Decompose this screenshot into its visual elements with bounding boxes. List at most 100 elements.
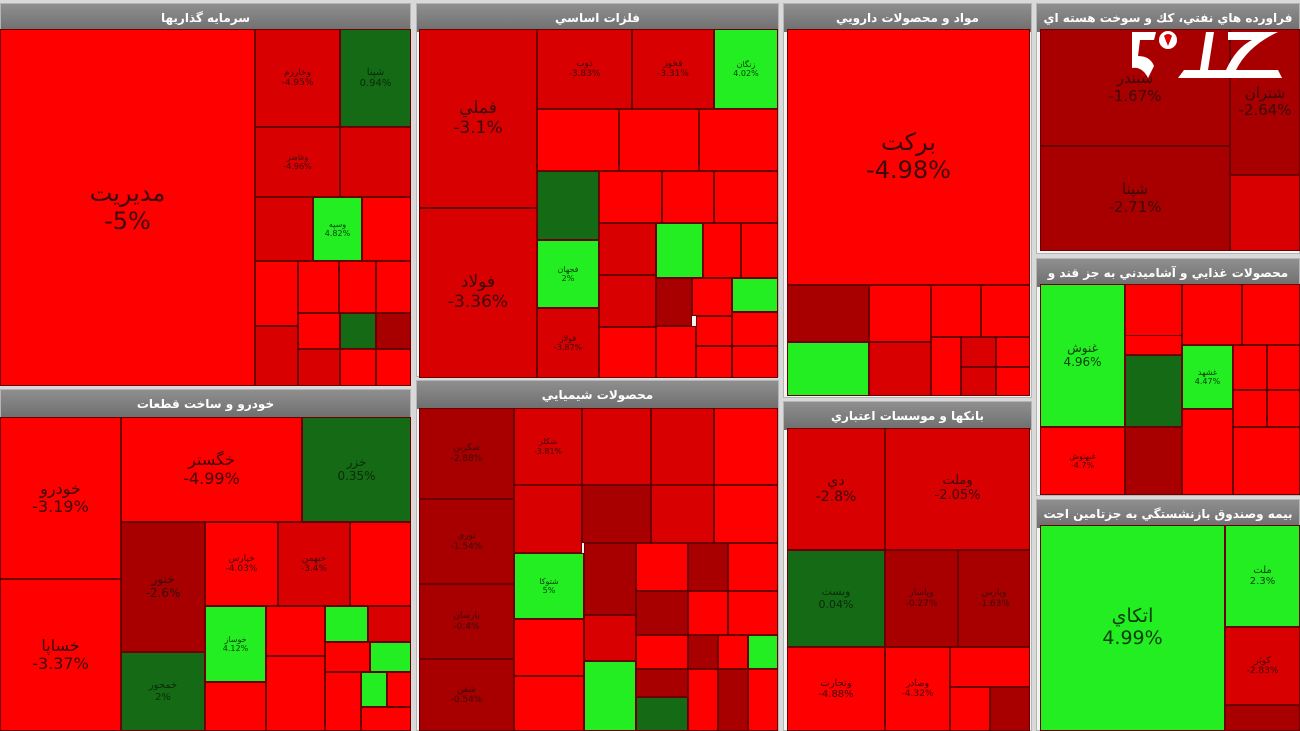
cell-percent-change: -2.83% xyxy=(1246,666,1279,676)
cell-symbol: وخارزم xyxy=(284,67,311,78)
sector-title: خودرو و ساخت قطعات xyxy=(1,390,410,418)
treemap-cell[interactable]: خساپا -3.37% xyxy=(0,579,121,731)
cell-percent-change: 5% xyxy=(542,586,556,595)
treemap-cell[interactable]: خپارس -4.03% xyxy=(205,522,278,606)
treemap-cell[interactable]: وبست 0.04% xyxy=(787,550,885,647)
treemap-cell-unlabeled xyxy=(714,408,778,485)
treemap-cell-unlabeled xyxy=(636,697,688,731)
cell-percent-change: -1.54% xyxy=(450,541,483,552)
treemap-cell-unlabeled xyxy=(376,349,411,386)
treemap-cell-unlabeled xyxy=(255,261,298,326)
treemap-cell-unlabeled xyxy=(599,327,656,378)
treemap-cell-unlabeled xyxy=(636,543,688,591)
treemap-cell-unlabeled xyxy=(688,543,728,591)
treemap-cell[interactable]: فجهان 2% xyxy=(537,240,599,308)
treemap-cell-unlabeled xyxy=(1233,345,1267,390)
treemap-cell[interactable]: وسپه 4.82% xyxy=(313,197,362,261)
treemap-cell-unlabeled xyxy=(651,408,714,485)
treemap-cell[interactable]: كوثر -2.83% xyxy=(1225,627,1300,705)
treemap-cell[interactable]: فخوز -3.31% xyxy=(632,29,714,109)
treemap-cell-unlabeled xyxy=(350,522,411,606)
treemap-cell[interactable]: غنوش 4.96% xyxy=(1040,284,1125,427)
treemap-cell[interactable]: خودرو -3.19% xyxy=(0,417,121,579)
treemap-cell[interactable]: غبهنوش -4.7% xyxy=(1040,427,1125,495)
treemap-cell-unlabeled xyxy=(692,278,732,316)
treemap-cell[interactable]: غشهد 4.47% xyxy=(1182,345,1233,409)
treemap-cell-unlabeled xyxy=(340,127,411,197)
treemap-cell[interactable]: فولاد -3.36% xyxy=(419,208,537,378)
cell-symbol: وپارس xyxy=(981,588,1007,599)
treemap-cell[interactable]: وصادر -4.32% xyxy=(885,647,950,731)
treemap-cell-unlabeled xyxy=(1182,409,1233,495)
treemap-cell[interactable]: خبهمن -3.4% xyxy=(278,522,350,606)
treemap-cell[interactable]: فملي -3.1% xyxy=(419,29,537,208)
cell-symbol: بركت xyxy=(881,128,936,157)
treemap-cell-unlabeled xyxy=(748,669,778,731)
treemap-cell-unlabeled xyxy=(1182,284,1242,345)
treemap-cell[interactable]: زنگان 4.02% xyxy=(714,29,778,109)
treemap-cell[interactable]: فولاژ -3.87% xyxy=(537,308,599,378)
treemap-cell-unlabeled xyxy=(1125,284,1182,345)
cell-percent-change: -4.7% xyxy=(1070,461,1095,470)
treemap-cell-unlabeled xyxy=(688,669,718,731)
cell-percent-change: -2.88% xyxy=(450,453,483,464)
cell-percent-change: -4.98% xyxy=(866,156,951,184)
cell-symbol: خزر xyxy=(346,454,367,469)
cell-symbol: خمحور xyxy=(148,680,178,691)
treemap-cell-unlabeled xyxy=(205,682,266,731)
cell-percent-change: -2.6% xyxy=(145,586,181,600)
treemap-cell[interactable]: خمحور 2% xyxy=(121,652,205,731)
treemap-cell-unlabeled xyxy=(732,312,778,346)
treemap-cell[interactable]: وتجارت -4.88% xyxy=(787,647,885,731)
treemap-cell[interactable]: شكربن -2.88% xyxy=(419,408,514,499)
treemap-cell[interactable]: خگستر -4.99% xyxy=(121,417,302,522)
cell-symbol: وملت xyxy=(942,473,973,489)
treemap-cell-unlabeled xyxy=(931,337,961,396)
treemap-cell[interactable]: شپنا -2.71% xyxy=(1040,146,1230,251)
treemap-cell[interactable]: مديريت -5% xyxy=(0,29,255,386)
treemap-cell[interactable]: خزر 0.35% xyxy=(302,417,411,522)
treemap-cell[interactable]: دي -2.8% xyxy=(787,428,885,550)
treemap-cell-unlabeled xyxy=(651,485,714,543)
treemap-cell[interactable]: نوري -1.54% xyxy=(419,499,514,584)
sector-title: سرمايه گذاريها xyxy=(1,4,410,32)
cell-percent-change: -0.54% xyxy=(450,695,483,705)
treemap-cell[interactable]: وملت -2.05% xyxy=(885,428,1030,550)
treemap-cell[interactable]: پارسان -0.4% xyxy=(419,584,514,659)
cell-symbol: وغاضر xyxy=(286,152,309,162)
treemap-cell-unlabeled xyxy=(1233,427,1300,495)
treemap-cell[interactable]: بركت -4.98% xyxy=(787,29,1030,285)
cell-percent-change: -3.37% xyxy=(32,654,89,673)
treemap-cell-unlabeled xyxy=(996,367,1030,396)
treemap-cell[interactable]: شتوكا 5% xyxy=(514,553,584,619)
treemap-cell-unlabeled xyxy=(1267,390,1300,427)
treemap-cell[interactable]: شپنا 0.94% xyxy=(340,29,411,127)
treemap-cell[interactable]: خوساز 4.12% xyxy=(205,606,266,682)
cell-symbol: وپاسار xyxy=(909,588,934,599)
treemap-cell[interactable]: ملت 2.3% xyxy=(1225,525,1300,627)
treemap-cell[interactable]: شكلر -3.81% xyxy=(514,408,582,485)
treemap-cell[interactable]: وخارزم -4.95% xyxy=(255,29,340,127)
cell-symbol: غبهنوش xyxy=(1069,451,1096,461)
treemap-cell[interactable]: ذوب -3.83% xyxy=(537,29,632,109)
cell-symbol: شبندر xyxy=(1116,69,1154,88)
cell-symbol: وسپه xyxy=(328,219,347,229)
treemap-cell[interactable]: اتكاي 4.99% xyxy=(1040,525,1225,731)
cell-percent-change: -4.95% xyxy=(281,78,314,88)
treemap-cell-unlabeled xyxy=(869,342,931,396)
treemap-cell-unlabeled xyxy=(748,635,778,669)
cell-symbol: خپارس xyxy=(228,553,255,564)
treemap-cell[interactable]: ختور -2.6% xyxy=(121,522,205,652)
cell-symbol: مديريت xyxy=(89,178,166,207)
treemap-cell-unlabeled xyxy=(537,109,619,171)
cell-symbol: زنگان xyxy=(736,59,756,69)
cell-symbol: شتران xyxy=(1244,83,1286,102)
treemap-cell[interactable]: وپارس -1.63% xyxy=(958,550,1030,647)
treemap-cell[interactable]: شفن -0.54% xyxy=(419,659,514,731)
treemap-cell-unlabeled xyxy=(368,606,411,642)
treemap-cell-unlabeled xyxy=(688,591,728,635)
treemap-cell[interactable]: وغاضر -4.96% xyxy=(255,127,340,197)
cell-symbol: خوساز xyxy=(224,634,247,644)
treemap-cell[interactable]: وپاسار -0.27% xyxy=(885,550,958,647)
treemap-cell-unlabeled xyxy=(787,285,869,342)
